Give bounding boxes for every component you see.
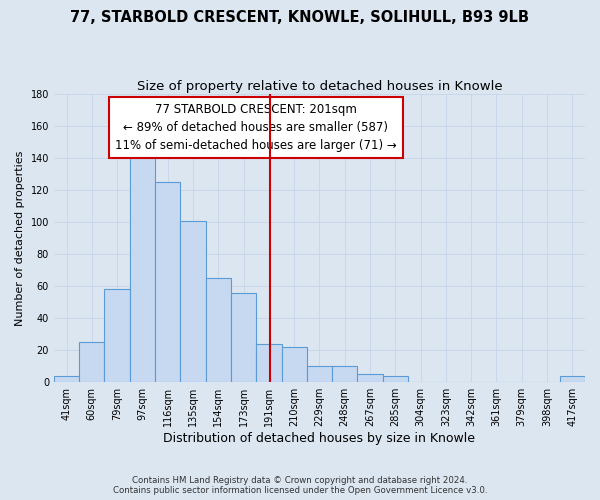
Bar — [206, 278, 231, 382]
Bar — [130, 146, 155, 382]
Bar — [358, 374, 383, 382]
Y-axis label: Number of detached properties: Number of detached properties — [15, 150, 25, 326]
Title: Size of property relative to detached houses in Knowle: Size of property relative to detached ho… — [137, 80, 502, 93]
Bar — [181, 220, 206, 382]
X-axis label: Distribution of detached houses by size in Knowle: Distribution of detached houses by size … — [163, 432, 475, 445]
Bar — [307, 366, 332, 382]
Bar — [256, 344, 281, 382]
Text: 77, STARBOLD CRESCENT, KNOWLE, SOLIHULL, B93 9LB: 77, STARBOLD CRESCENT, KNOWLE, SOLIHULL,… — [71, 10, 530, 25]
Bar — [281, 347, 307, 382]
Bar — [104, 290, 130, 382]
Bar — [383, 376, 408, 382]
Bar — [79, 342, 104, 382]
Bar — [560, 376, 585, 382]
Bar — [54, 376, 79, 382]
Bar — [231, 292, 256, 382]
Bar — [332, 366, 358, 382]
Text: 77 STARBOLD CRESCENT: 201sqm
← 89% of detached houses are smaller (587)
11% of s: 77 STARBOLD CRESCENT: 201sqm ← 89% of de… — [115, 103, 397, 152]
Bar — [155, 182, 181, 382]
Text: Contains HM Land Registry data © Crown copyright and database right 2024.
Contai: Contains HM Land Registry data © Crown c… — [113, 476, 487, 495]
